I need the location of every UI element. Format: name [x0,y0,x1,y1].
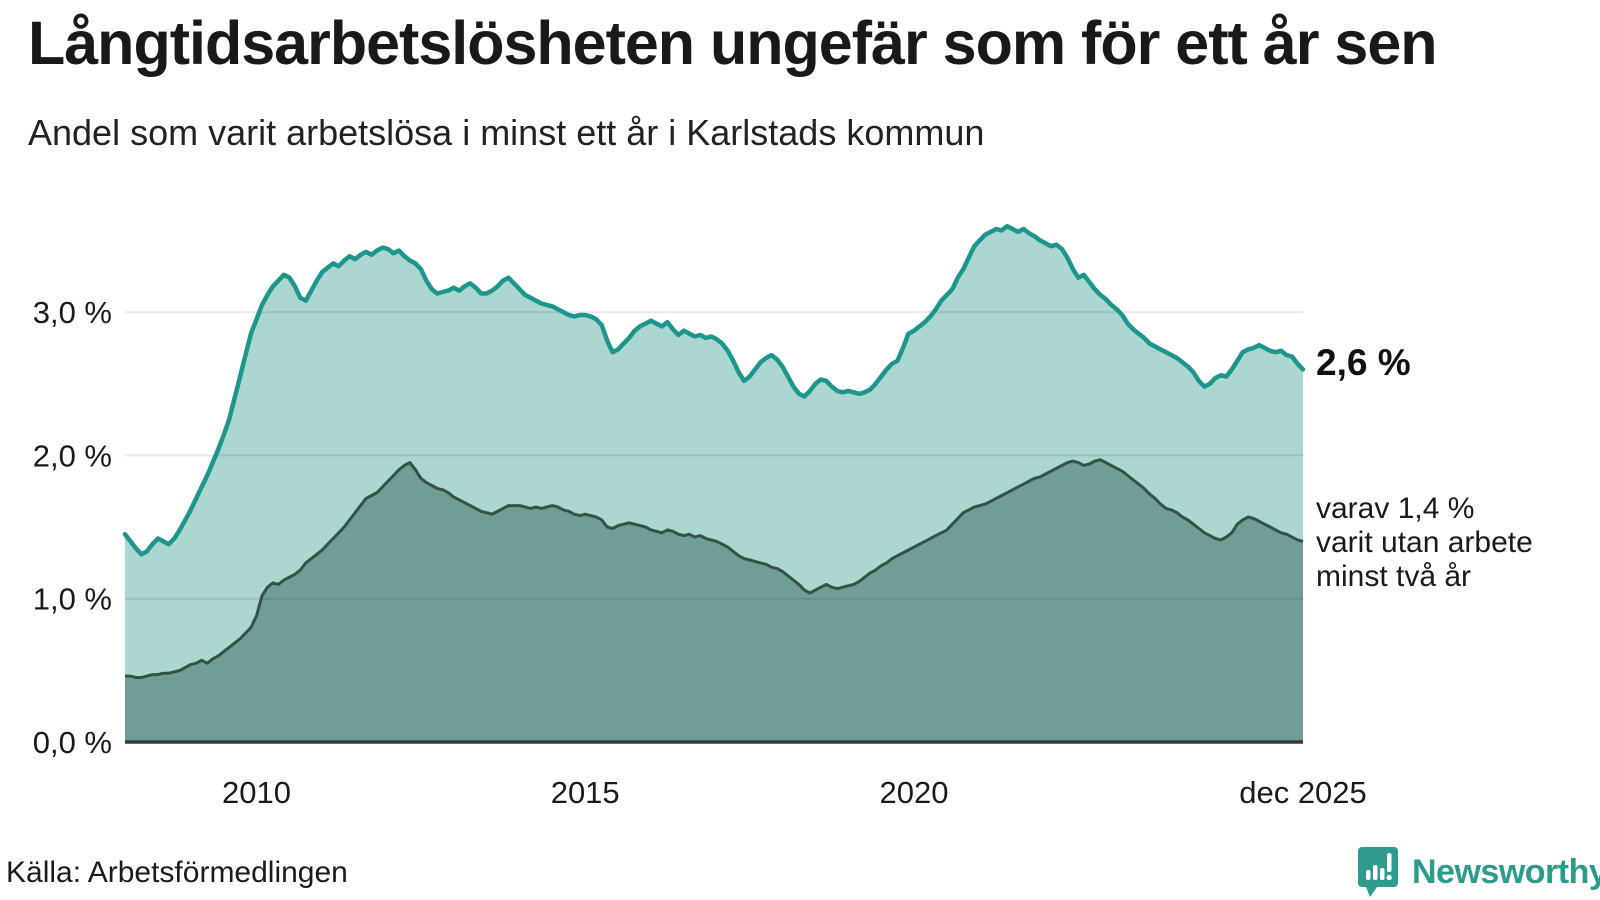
area-chart: 0,0 % 1,0 % 2,0 % 3,0 % 2010 2015 2020 dec 2025 [33,223,1367,810]
y-axis-tick-label: 2,0 % [33,438,112,473]
y-axis-tick-label: 0,0 % [33,725,112,760]
y-axis-tick-label: 3,0 % [33,295,112,330]
end-value-label-two-years: varav 1,4 % varit utan arbete minst två … [1316,492,1533,594]
page-title: Långtidsarbetslösheten ungefär som för e… [28,9,1438,77]
brand-name: Newsworthy [1412,852,1600,891]
x-axis-tick-label: 2015 [551,775,620,810]
y-axis-tick-label: 1,0 % [33,582,112,617]
area-fill-two-years [125,459,1303,742]
annotation-line: varit utan arbete [1316,526,1533,559]
x-axis-tick-label: 2010 [222,775,291,810]
newsworthy-logo: Newsworthy [1358,845,1600,899]
annotation-line: varav 1,4 % [1316,492,1475,525]
x-axis-tick-label: 2020 [880,775,949,810]
x-axis-tick-label: dec 2025 [1239,775,1367,810]
source-note: Källa: Arbetsförmedlingen [6,856,348,889]
page-subtitle: Andel som varit arbetslösa i minst ett å… [28,112,985,153]
series-line-two-years [125,458,1304,679]
series-line-total [122,223,1306,557]
annotation-line: minst två år [1316,560,1472,593]
speech-bubble-bar-chart-icon [1358,847,1398,897]
end-value-label-total: 2,6 % [1316,342,1411,383]
